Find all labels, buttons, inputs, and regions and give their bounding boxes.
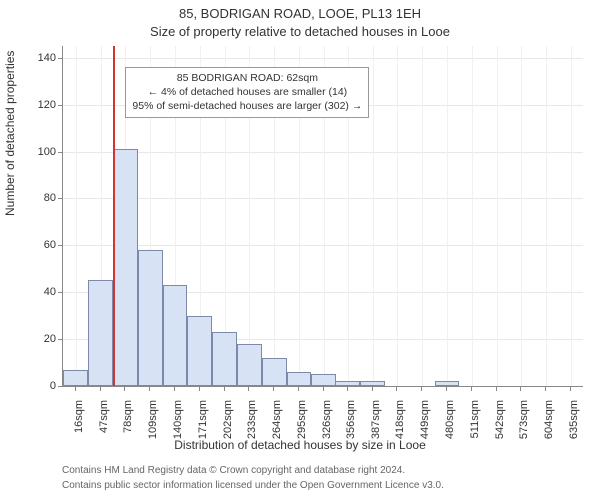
x-tick-mark [149,386,150,391]
x-tick-mark [248,386,249,391]
y-tick-mark [58,292,63,293]
x-tick-mark [421,386,422,391]
grid-line-v [521,46,522,386]
x-tick-mark [199,386,200,391]
annotation-line2: ← 4% of detached houses are smaller (14) [132,85,362,99]
footer-line1: Contains HM Land Registry data © Crown c… [62,465,405,476]
x-tick-mark [273,386,274,391]
x-tick-mark [545,386,546,391]
x-tick-mark [347,386,348,391]
y-tick-mark [58,386,63,387]
grid-line-v [76,46,77,386]
y-tick-label: 80 [16,192,56,204]
x-tick-mark [396,386,397,391]
histogram-bar [262,358,287,386]
x-tick-mark [323,386,324,391]
grid-line-v [497,46,498,386]
y-tick-mark [58,339,63,340]
y-tick-mark [58,105,63,106]
histogram-bar [187,316,212,386]
histogram-bar [163,285,188,386]
histogram-bar [237,344,262,386]
x-tick-mark [471,386,472,391]
y-tick-label: 100 [16,146,56,158]
chart-container: 85, BODRIGAN ROAD, LOOE, PL13 1EH Size o… [0,0,600,500]
x-tick-mark [298,386,299,391]
annotation-line1: 85 BODRIGAN ROAD: 62sqm [132,71,362,85]
annotation-line3: 95% of semi-detached houses are larger (… [132,99,362,113]
histogram-bar [138,250,163,386]
grid-line-v [373,46,374,386]
grid-line-v [397,46,398,386]
y-tick-label: 0 [16,380,56,392]
x-tick-mark [224,386,225,391]
x-tick-mark [75,386,76,391]
plot-area: 85 BODRIGAN ROAD: 62sqm← 4% of detached … [62,46,583,387]
x-tick-mark [372,386,373,391]
y-tick-label: 140 [16,52,56,64]
histogram-bar [63,370,88,386]
grid-line-v [422,46,423,386]
chart-title-line2: Size of property relative to detached ho… [0,24,600,39]
grid-line-v [447,46,448,386]
y-tick-label: 40 [16,286,56,298]
y-axis-title: Number of detached properties [3,51,17,216]
chart-title-line1: 85, BODRIGAN ROAD, LOOE, PL13 1EH [0,6,600,21]
y-tick-mark [58,152,63,153]
y-tick-mark [58,198,63,199]
x-tick-mark [100,386,101,391]
y-tick-mark [58,245,63,246]
histogram-bar [88,280,113,386]
grid-line-v [571,46,572,386]
y-tick-label: 60 [16,239,56,251]
y-tick-mark [58,58,63,59]
x-tick-mark [446,386,447,391]
x-tick-mark [174,386,175,391]
x-tick-mark [124,386,125,391]
y-tick-label: 20 [16,333,56,345]
x-tick-mark [496,386,497,391]
y-tick-label: 120 [16,99,56,111]
grid-line-v [546,46,547,386]
x-tick-mark [520,386,521,391]
histogram-bar [287,372,312,386]
histogram-bar [212,332,237,386]
x-tick-mark [570,386,571,391]
footer-line2: Contains public sector information licen… [62,480,444,491]
x-axis-title: Distribution of detached houses by size … [0,438,600,452]
grid-line-v [472,46,473,386]
histogram-bar [113,149,138,386]
property-marker-line [113,46,115,386]
annotation-box: 85 BODRIGAN ROAD: 62sqm← 4% of detached … [125,67,369,118]
histogram-bar [311,374,336,386]
